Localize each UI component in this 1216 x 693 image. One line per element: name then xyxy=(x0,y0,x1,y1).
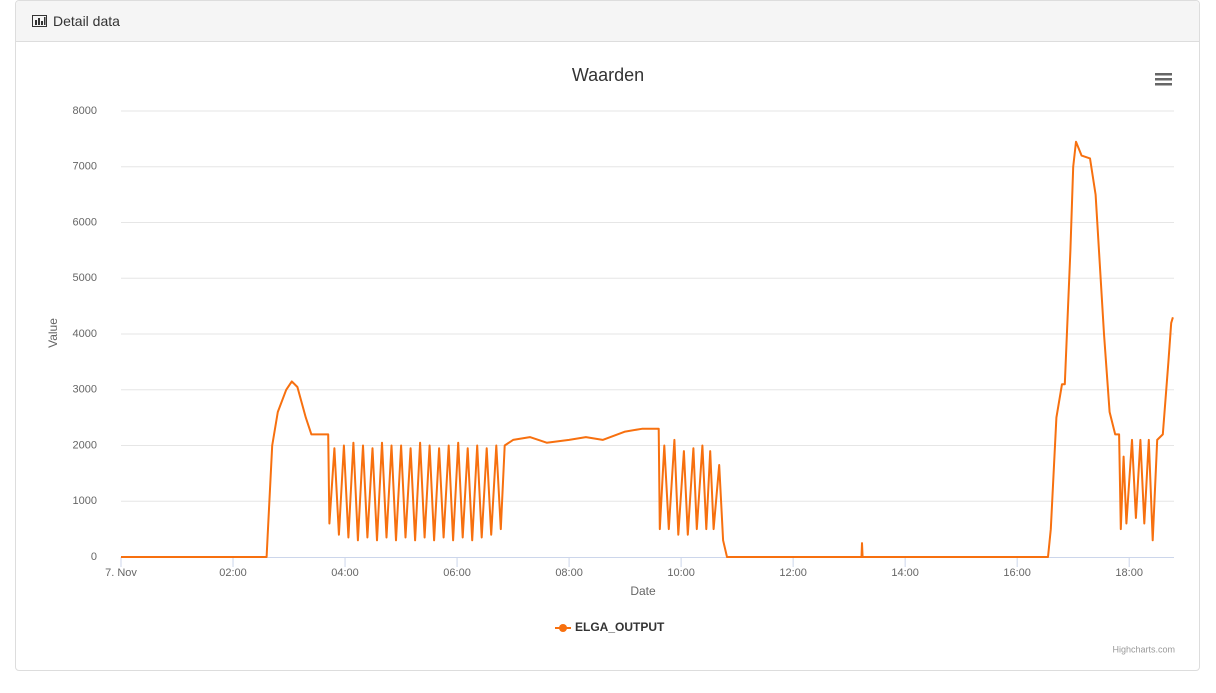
x-tick-label: 12:00 xyxy=(779,567,807,579)
x-tick-label: 02:00 xyxy=(219,567,247,579)
y-tick-label: 6000 xyxy=(73,216,97,228)
y-tick-label: 1000 xyxy=(73,495,97,507)
chart-title: Waarden xyxy=(572,65,644,85)
y-tick-label: 4000 xyxy=(73,328,97,340)
x-axis-title: Date xyxy=(630,584,656,598)
legend-label: ELGA_OUTPUT xyxy=(575,620,665,634)
x-tick-label: 14:00 xyxy=(891,567,919,579)
x-tick-label: 7. Nov xyxy=(105,567,137,579)
x-tick-label: 06:00 xyxy=(443,567,471,579)
legend-item[interactable]: ELGA_OUTPUT xyxy=(555,620,665,634)
y-tick-label: 2000 xyxy=(73,439,97,451)
legend-marker xyxy=(559,624,567,632)
menu-button[interactable] xyxy=(1155,73,1172,86)
x-tick-label: 08:00 xyxy=(555,567,583,579)
panel-header: Detail data xyxy=(16,1,1199,42)
panel-title: Detail data xyxy=(53,13,120,29)
chart-icon xyxy=(32,15,47,27)
panel: Detail data xyxy=(15,0,1200,671)
x-tick-label: 04:00 xyxy=(331,567,359,579)
x-tick-label: 18:00 xyxy=(1115,567,1143,579)
y-tick-label: 3000 xyxy=(73,384,97,396)
y-axis-title: Value xyxy=(46,318,60,348)
x-tick-label: 10:00 xyxy=(667,567,695,579)
y-tick-label: 0 xyxy=(91,551,97,563)
x-tick-label: 16:00 xyxy=(1003,567,1031,579)
credits: Highcharts.com xyxy=(1112,644,1175,654)
data-line xyxy=(121,140,1174,558)
y-tick-label: 7000 xyxy=(73,161,97,173)
y-tick-label: 5000 xyxy=(73,272,97,284)
y-tick-label: 8000 xyxy=(73,105,97,117)
